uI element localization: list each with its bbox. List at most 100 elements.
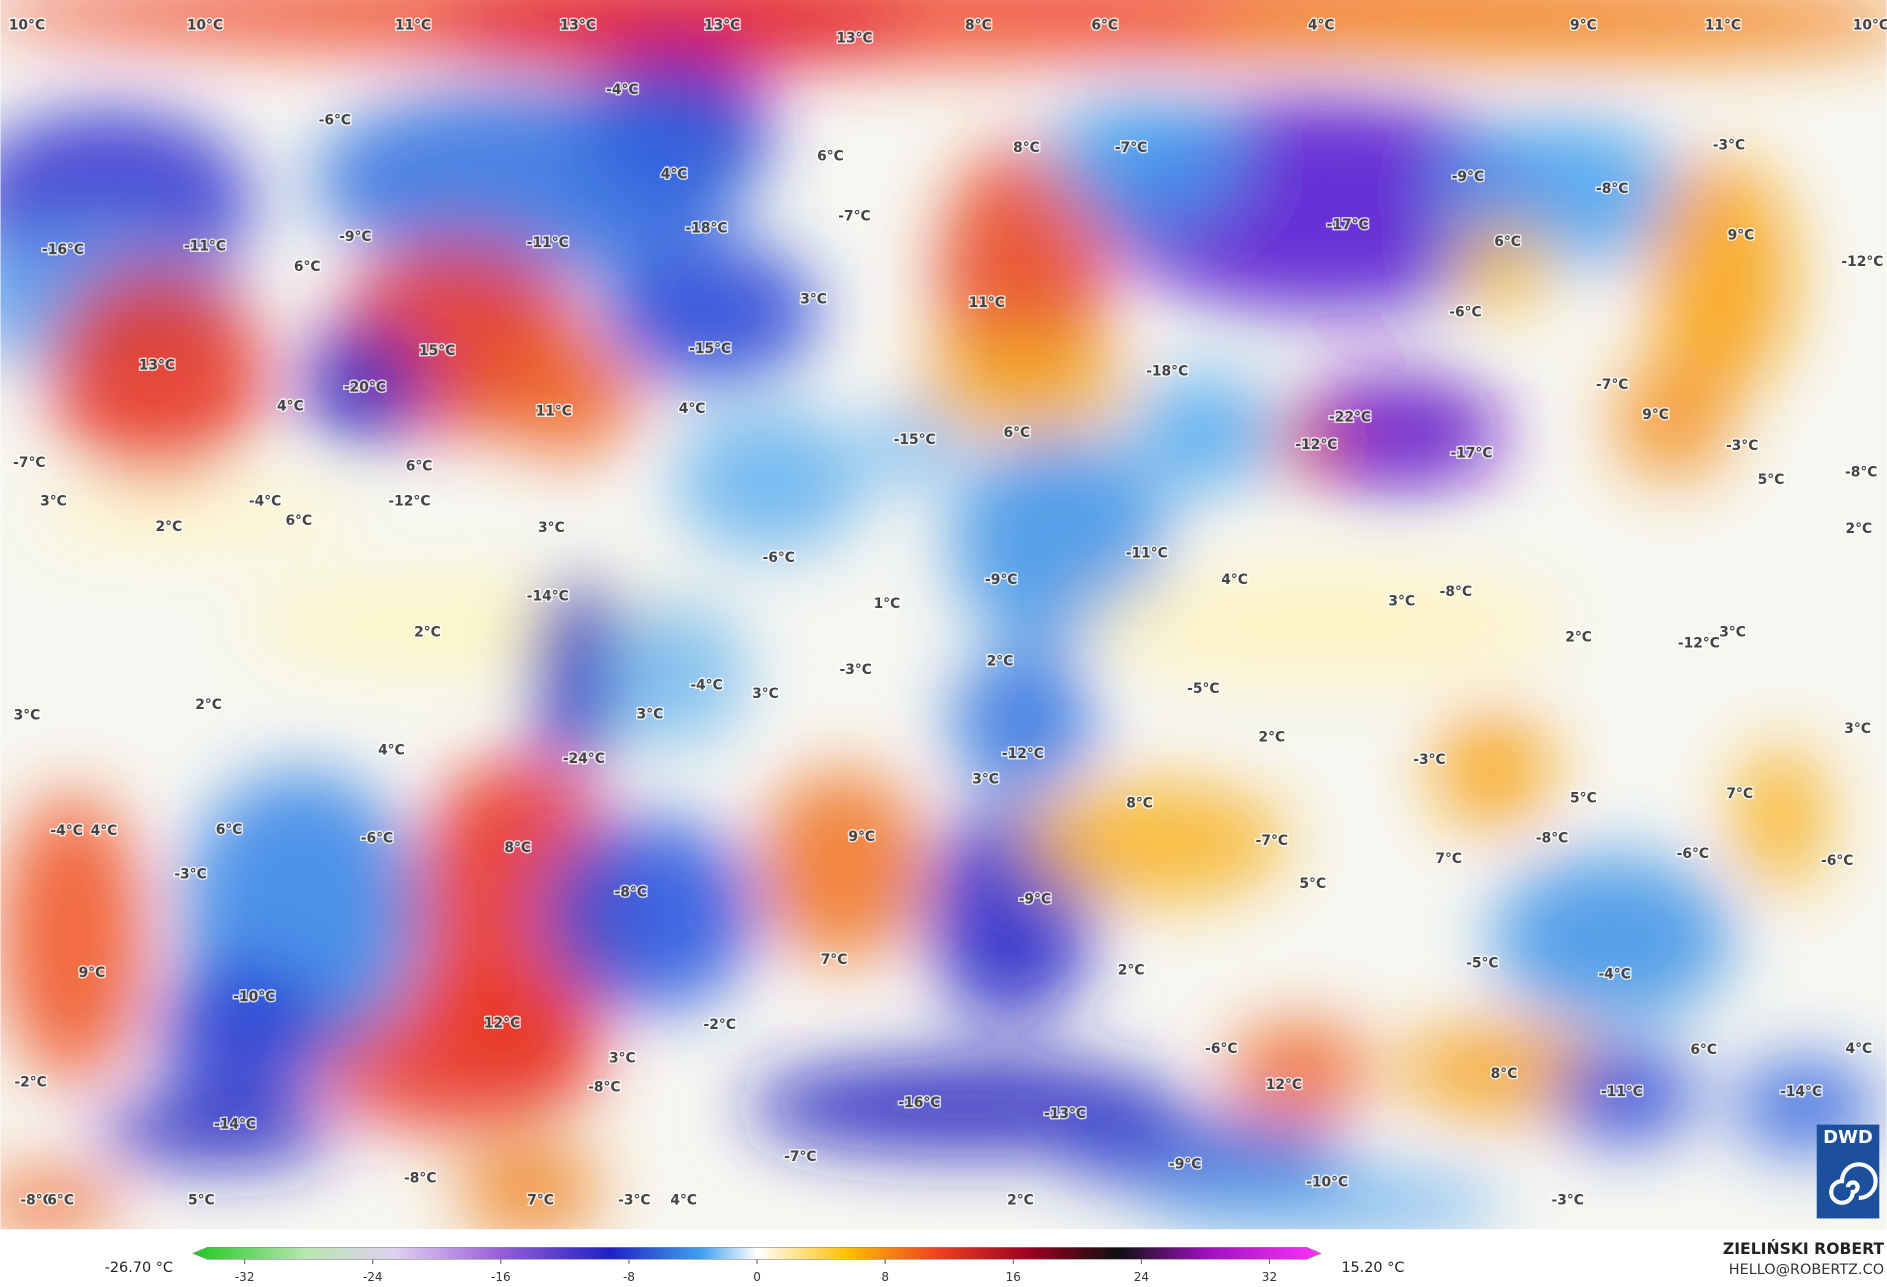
temperature-blob (1648, 156, 1793, 397)
temperature-label: -8°C (20, 1192, 52, 1208)
temperature-label: 2°C (156, 519, 183, 535)
temperature-label: -9°C (1019, 892, 1051, 908)
temperature-blob (1287, 372, 1505, 494)
credit-name: ZIELIŃSKI ROBERT (1723, 1239, 1885, 1258)
temperature-label: 6°C (294, 259, 321, 275)
temperature-label: -4°C (1598, 966, 1630, 982)
temperature-label: 8°C (1013, 140, 1040, 156)
colorbar-tick-label: 24 (1134, 1270, 1149, 1284)
temperature-label: -9°C (1169, 1156, 1201, 1172)
temperature-label: 6°C (285, 513, 312, 529)
temperature-blob (0, 793, 145, 1083)
colorbar (192, 1247, 1322, 1260)
temperature-label: 6°C (1091, 17, 1118, 33)
temperature-label: 4°C (378, 743, 405, 759)
temperature-label: 13°C (704, 17, 740, 33)
temperature-label: -11°C (1126, 545, 1168, 561)
temperature-blob (48, 264, 266, 482)
temperature-label: -8°C (615, 884, 647, 900)
temperature-label: -7°C (784, 1149, 816, 1165)
temperature-blob (301, 324, 422, 446)
temperature-label: -14°C (527, 589, 569, 605)
temperature-label: -14°C (214, 1117, 256, 1133)
colorbar-tick-label: 16 (1006, 1270, 1021, 1284)
temperature-blob (866, 408, 963, 482)
temperature-label: -12°C (1295, 437, 1337, 453)
temperature-label: -24°C (563, 751, 605, 767)
temperature-blob (1552, 1046, 1697, 1143)
temperature-blob (0, 1172, 121, 1230)
temperature-label: -6°C (1205, 1041, 1237, 1057)
temperature-label: -10°C (1306, 1174, 1348, 1190)
temperature-blob (433, 0, 915, 73)
temperature-label: 1°C (874, 596, 901, 612)
temperature-label: -6°C (1821, 853, 1853, 869)
temperature-blob (950, 433, 1168, 650)
temperature-label: -14°C (1780, 1084, 1822, 1100)
temperature-label: 8°C (1126, 795, 1153, 811)
temperature-blob (1612, 360, 1733, 482)
temperature-label: -15°C (689, 341, 731, 357)
temperature-label: -3°C (174, 866, 206, 882)
temperature-label: 2°C (987, 654, 1014, 670)
temperature-label: -17°C (1451, 445, 1493, 461)
temperature-label: -17°C (1327, 217, 1369, 233)
temperature-label: 9°C (1728, 228, 1755, 244)
colorbar-tick-label: -16 (491, 1270, 511, 1284)
temperature-label: -3°C (1713, 138, 1745, 154)
temperature-label: 8°C (1491, 1066, 1518, 1082)
temperature-label: -7°C (838, 209, 870, 225)
temperature-label: 7°C (1726, 786, 1753, 802)
temperature-blob (758, 769, 927, 963)
temperature-label: -7°C (1256, 833, 1288, 849)
temperature-blob (96, 1094, 338, 1167)
temperature-label: 10°C (9, 17, 45, 33)
temperature-blob (457, 1142, 602, 1230)
colorbar-tick-label: 32 (1262, 1270, 1277, 1284)
temperature-label: -8°C (1596, 181, 1628, 197)
temperature-label: -12°C (1002, 746, 1044, 762)
temperature-label: 12°C (484, 1016, 520, 1032)
temperature-label: 9°C (1570, 17, 1597, 33)
temperature-blob (313, 84, 747, 277)
temperature-label: -9°C (1452, 169, 1484, 185)
temperature-label: 3°C (1719, 625, 1746, 641)
temperature-label: 2°C (1565, 629, 1592, 645)
temperature-label: -6°C (319, 112, 351, 128)
temperature-label: -18°C (686, 221, 728, 237)
colorbar-tick-label: 0 (753, 1270, 761, 1284)
temperature-blob (493, 336, 638, 458)
temperature-label: 3°C (800, 291, 827, 307)
temperature-label: 8°C (965, 17, 992, 33)
temperature-label: 3°C (40, 494, 67, 510)
temperature-label: -4°C (606, 82, 638, 98)
temperature-label: 4°C (679, 401, 706, 417)
temperature-label: 12°C (1266, 1077, 1302, 1093)
temperature-label: 15°C (419, 343, 455, 359)
temperature-label: -13°C (1044, 1106, 1086, 1122)
temperature-label: 4°C (670, 1192, 697, 1208)
temperature-label: 8°C (504, 840, 531, 856)
temperature-label: 3°C (1388, 593, 1415, 609)
temperature-blob (1227, 1022, 1372, 1119)
temperature-label: 4°C (1221, 572, 1248, 588)
temperature-label: -7°C (13, 455, 45, 471)
temperature-blob (1491, 853, 1733, 1023)
temperature-label: 7°C (527, 1192, 554, 1208)
temperature-label: -16°C (42, 242, 84, 258)
temperature-label: 3°C (972, 771, 999, 787)
colorbar-tick-label: 8 (881, 1270, 889, 1284)
temperature-label: 6°C (216, 822, 243, 838)
temperature-label: -11°C (527, 235, 569, 251)
temperature-label: -15°C (894, 432, 936, 448)
temperature-blob (601, 601, 747, 746)
temperature-label: 13°C (139, 358, 175, 374)
colorbar-min: -26.70 °C (105, 1260, 173, 1276)
temperature-label: -3°C (839, 662, 871, 678)
temperature-blob (156, 962, 326, 1107)
temperature-label: 2°C (1845, 521, 1872, 537)
temperature-label: -20°C (344, 379, 386, 395)
temperature-label: 3°C (1844, 721, 1871, 737)
temperature-label: -16°C (898, 1095, 940, 1111)
temperature-label: 13°C (836, 30, 872, 46)
